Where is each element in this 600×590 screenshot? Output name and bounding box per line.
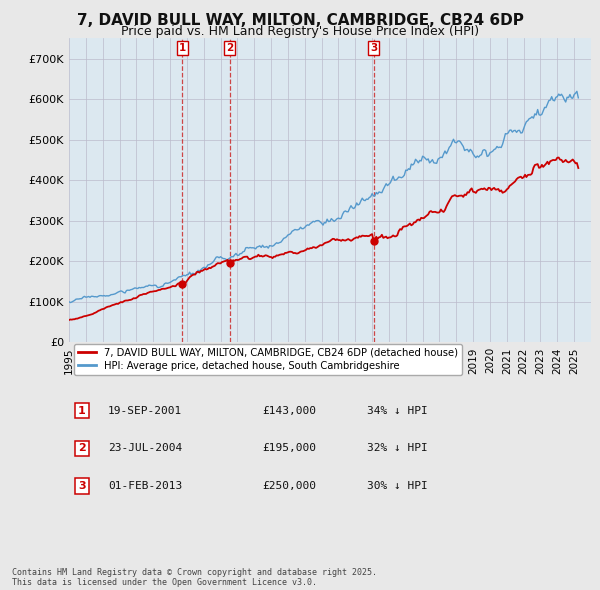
Text: 23-JUL-2004: 23-JUL-2004 xyxy=(108,443,182,453)
Text: £250,000: £250,000 xyxy=(262,481,316,491)
Text: 3: 3 xyxy=(78,481,86,491)
Text: 32% ↓ HPI: 32% ↓ HPI xyxy=(367,443,427,453)
Text: 2: 2 xyxy=(226,43,233,53)
Text: 1: 1 xyxy=(178,43,186,53)
Text: 7, DAVID BULL WAY, MILTON, CAMBRIDGE, CB24 6DP: 7, DAVID BULL WAY, MILTON, CAMBRIDGE, CB… xyxy=(77,13,523,28)
Legend: 7, DAVID BULL WAY, MILTON, CAMBRIDGE, CB24 6DP (detached house), HPI: Average pr: 7, DAVID BULL WAY, MILTON, CAMBRIDGE, CB… xyxy=(74,344,462,375)
Text: 3: 3 xyxy=(370,43,377,53)
Text: 19-SEP-2001: 19-SEP-2001 xyxy=(108,406,182,416)
Text: 2: 2 xyxy=(78,443,86,453)
Text: 1: 1 xyxy=(78,406,86,416)
Text: 01-FEB-2013: 01-FEB-2013 xyxy=(108,481,182,491)
Text: 34% ↓ HPI: 34% ↓ HPI xyxy=(367,406,427,416)
Text: £143,000: £143,000 xyxy=(262,406,316,416)
Text: 30% ↓ HPI: 30% ↓ HPI xyxy=(367,481,427,491)
Text: £195,000: £195,000 xyxy=(262,443,316,453)
Text: Contains HM Land Registry data © Crown copyright and database right 2025.
This d: Contains HM Land Registry data © Crown c… xyxy=(12,568,377,587)
Text: Price paid vs. HM Land Registry's House Price Index (HPI): Price paid vs. HM Land Registry's House … xyxy=(121,25,479,38)
